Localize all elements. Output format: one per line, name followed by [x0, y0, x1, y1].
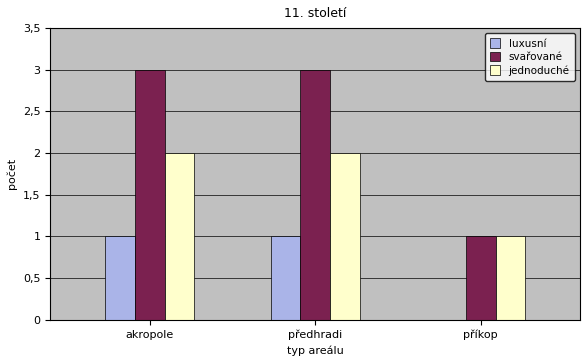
Y-axis label: počet: počet	[7, 158, 18, 189]
Bar	[271, 236, 301, 320]
X-axis label: typ areálu: typ areálu	[287, 346, 343, 356]
Bar	[330, 153, 360, 320]
Bar	[466, 236, 495, 320]
Bar	[135, 70, 164, 320]
Bar	[105, 236, 135, 320]
Bar	[301, 70, 330, 320]
Bar	[495, 236, 525, 320]
Legend: luxusní, svařované, jednoduché: luxusní, svařované, jednoduché	[485, 33, 575, 81]
Bar	[164, 153, 194, 320]
Title: 11. století: 11. století	[284, 7, 346, 20]
